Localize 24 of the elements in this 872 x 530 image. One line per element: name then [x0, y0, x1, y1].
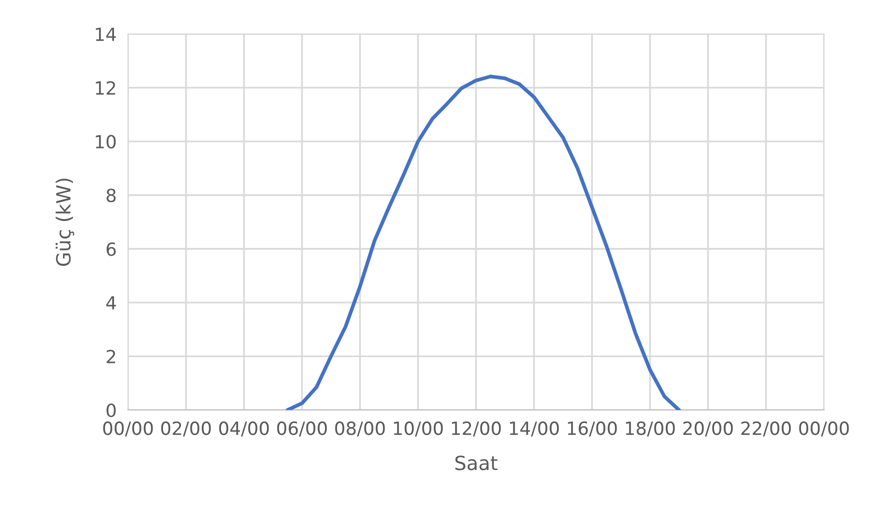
y-tick-label: 14 [96, 28, 116, 41]
x-axis-title: Saat [455, 456, 498, 470]
x-tick-label: 08/00 [335, 421, 385, 437]
x-tick-label: 12/00 [452, 421, 501, 437]
y-tick-label: 4 [106, 296, 116, 310]
y-axis-title: Güç (kW) [56, 178, 74, 266]
x-tick-label: 04/00 [219, 421, 269, 437]
x-tick-label: 20/00 [683, 421, 733, 437]
x-tick-label: 22/00 [741, 421, 791, 437]
y-tick-label: 10 [96, 134, 116, 149]
x-tick-label: 02/00 [161, 421, 211, 437]
y-tick-label: 8 [106, 188, 116, 202]
y-tick-label: 12 [96, 81, 116, 95]
line-series [286, 74, 681, 410]
y-tick-label: 0 [106, 403, 116, 418]
x-tick-label: 14/00 [510, 421, 559, 437]
y-tick-label: 2 [106, 350, 116, 364]
x-tick-label: 18/00 [626, 421, 675, 437]
x-tick-label: 00/00 [103, 421, 153, 437]
x-tick-label: 06/00 [277, 421, 327, 437]
x-tick-label: 16/00 [568, 421, 617, 437]
x-tick-label: 10/00 [394, 421, 443, 437]
x-tick-label: 00/00 [799, 421, 849, 437]
y-tick-label: 6 [106, 242, 116, 256]
